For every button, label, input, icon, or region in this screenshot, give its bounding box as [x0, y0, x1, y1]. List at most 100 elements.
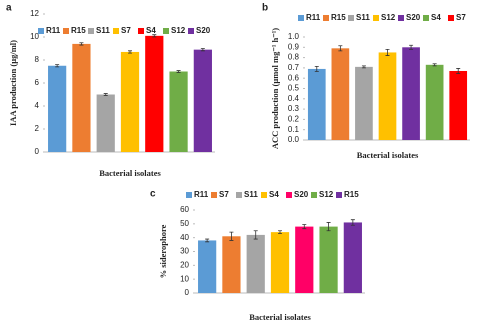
bar	[402, 47, 420, 140]
bar	[331, 48, 350, 140]
y-tick-label: 0	[35, 147, 40, 156]
legend-label: S7	[121, 26, 131, 35]
legend-label: S20	[294, 190, 309, 199]
legend-swatch	[113, 28, 119, 34]
panel-label: b	[262, 3, 268, 14]
legend-swatch	[163, 28, 169, 34]
error-bar	[456, 68, 461, 74]
legend-swatch	[323, 15, 329, 21]
legend-label: S12	[319, 190, 334, 199]
y-axis-title: IAA production (µg/ml)	[8, 40, 18, 126]
y-tick-label: 8	[35, 55, 40, 64]
bar	[295, 226, 314, 293]
error-bar	[278, 230, 282, 234]
legend-label: S12	[171, 26, 186, 35]
legend-swatch	[63, 28, 69, 34]
y-tick-label: 60	[180, 205, 189, 214]
bar	[193, 49, 212, 152]
bar	[270, 232, 290, 293]
y-axis-title: ACC production (µmol mg⁻¹ h⁻¹)	[270, 28, 280, 149]
bar	[222, 236, 241, 293]
legend-swatch	[423, 15, 429, 21]
y-tick-label: 0.9	[288, 42, 300, 51]
legend-label: S7	[456, 13, 466, 22]
legend-label: R11	[306, 13, 321, 22]
y-tick-label: 2	[35, 124, 40, 133]
error-bar	[432, 63, 437, 67]
bar	[120, 51, 140, 153]
legend-label: S4	[269, 190, 279, 199]
legend-label: R15	[71, 26, 86, 35]
legend-label: S7	[219, 190, 229, 199]
y-axis-title: % siderophore	[158, 224, 168, 278]
error-bar	[350, 219, 355, 226]
y-tick-label: 6	[35, 78, 40, 87]
legend-swatch	[298, 15, 304, 21]
legend-swatch	[188, 28, 194, 34]
legend-swatch	[138, 28, 144, 34]
bar	[449, 70, 468, 140]
error-bar	[409, 44, 414, 50]
legend-label: S11	[356, 13, 370, 22]
legend-swatch	[336, 192, 342, 198]
bar	[169, 71, 188, 152]
legend-swatch	[348, 15, 354, 21]
x-axis-title: Bacterial isolates	[249, 312, 311, 322]
bar	[145, 35, 164, 152]
x-axis-title: Bacterial isolates	[357, 150, 419, 160]
legend-label: S20	[406, 13, 421, 22]
y-tick-label: 0.4	[288, 94, 300, 103]
legend-swatch	[261, 192, 267, 198]
error-bar	[205, 238, 210, 243]
legend-label: R15	[344, 190, 359, 199]
panel-label: c	[150, 189, 156, 200]
legend-swatch	[236, 192, 242, 198]
legend-swatch	[38, 28, 44, 34]
error-bar	[302, 224, 307, 230]
legend-label: S12	[381, 13, 396, 22]
y-tick-label: 1.0	[288, 32, 300, 41]
legend-label: S4	[146, 26, 156, 35]
legend-swatch	[88, 28, 94, 34]
bar	[96, 94, 115, 152]
error-bar	[229, 231, 234, 241]
legend-swatch	[286, 192, 292, 198]
error-bar	[176, 70, 181, 73]
bar	[307, 68, 326, 140]
y-tick-label: 10	[180, 274, 189, 283]
error-bar	[253, 230, 258, 240]
error-bar	[79, 42, 84, 46]
legend-label: R15	[331, 13, 346, 22]
error-bar	[385, 48, 390, 56]
legend-swatch	[448, 15, 454, 21]
y-tick-label: 0.2	[288, 115, 300, 124]
bar	[425, 64, 444, 140]
y-tick-label: 0.5	[288, 84, 300, 93]
x-axis-title: Bacterial isolates	[99, 168, 161, 178]
bar	[246, 234, 265, 293]
panel-label: a	[6, 3, 12, 14]
legend-label: R11	[194, 190, 209, 199]
legend-swatch	[311, 192, 317, 198]
legend-label: R11	[46, 26, 61, 35]
legend-swatch	[398, 15, 404, 21]
error-bar	[152, 34, 157, 38]
bar	[198, 240, 217, 293]
bar	[355, 66, 373, 140]
bar	[319, 226, 338, 293]
legend-label: S4	[431, 13, 441, 22]
legend-swatch	[186, 192, 192, 198]
error-bar	[338, 45, 343, 52]
legend-label: S11	[244, 190, 258, 199]
bar	[378, 52, 397, 141]
error-bar	[55, 64, 60, 68]
error-bar	[326, 222, 331, 232]
y-tick-label: 0.6	[288, 73, 300, 82]
y-tick-label: 20	[180, 260, 189, 269]
legend-label: S11	[96, 26, 110, 35]
y-tick-label: 4	[35, 101, 40, 110]
legend-swatch	[373, 15, 379, 21]
bar	[343, 222, 362, 293]
error-bar	[314, 65, 319, 72]
